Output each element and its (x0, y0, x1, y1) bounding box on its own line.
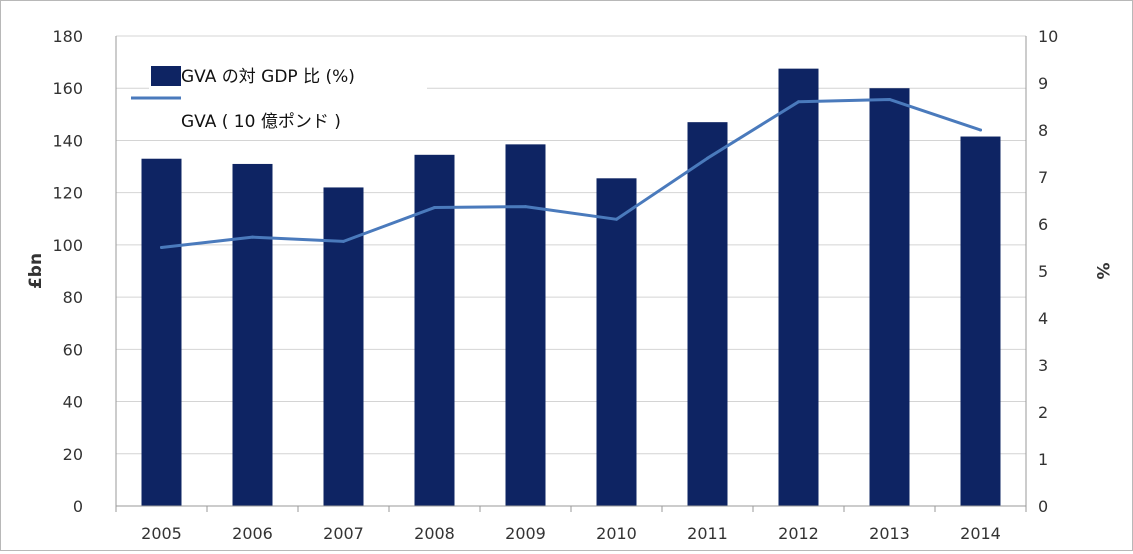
y-tick-label-right: 8 (1038, 121, 1048, 140)
x-tick-label: 2011 (687, 524, 728, 543)
y-tick-label-left: 120 (52, 184, 83, 203)
legend: GVA の対 GDP 比 (%) GVA ( 10 億ポンド ) (131, 54, 427, 136)
y-tick-label-right: 9 (1038, 74, 1048, 93)
y-tick-label-right: 2 (1038, 403, 1048, 422)
y-tick-label-right: 3 (1038, 356, 1048, 375)
x-tick-label: 2007 (323, 524, 364, 543)
line-path (160, 97, 982, 249)
x-tick-label: 2006 (232, 524, 273, 543)
line-series (160, 97, 982, 249)
y-tick-label-left: 100 (52, 236, 83, 255)
legend-swatch-bar (151, 66, 181, 86)
line-point (524, 205, 527, 209)
y-axis-title-right: % (1092, 262, 1112, 279)
line-point (706, 156, 709, 160)
bar (596, 178, 637, 507)
y-tick-label-left: 0 (73, 497, 83, 516)
bar (505, 144, 546, 506)
y-tick-label-left: 20 (63, 445, 83, 464)
bar-series (141, 68, 1001, 507)
y-tick-label-left: 60 (63, 340, 83, 359)
bar (687, 122, 728, 507)
x-tick-label: 2008 (414, 524, 455, 543)
y-tick-label-right: 0 (1038, 497, 1048, 516)
y-tick-label-right: 6 (1038, 215, 1048, 234)
line-point (251, 235, 254, 239)
bar (869, 88, 910, 506)
x-tick-label: 2013 (869, 524, 910, 543)
y-tick-label-right: 1 (1038, 450, 1048, 469)
legend-label-line: GVA ( 10 億ポンド ) (181, 112, 341, 132)
bar (960, 136, 1001, 506)
line-point (797, 100, 800, 104)
y-tick-label-right: 4 (1038, 309, 1048, 328)
y-tick-label-right: 5 (1038, 262, 1048, 281)
x-tick-label: 2010 (596, 524, 637, 543)
line-point (342, 239, 345, 243)
line-point (433, 206, 436, 210)
bar (232, 163, 273, 506)
line-point (615, 217, 618, 221)
line-point (979, 128, 982, 132)
bar (141, 158, 182, 506)
y-tick-label-right: 7 (1038, 168, 1048, 187)
legend-label-bar: GVA の対 GDP 比 (%) (181, 67, 355, 87)
y-tick-label-left: 80 (63, 288, 83, 307)
axes: 0 20 40 60 80 100 120 140 160 180 0 1 2 3 4 5 6 7 8 9 10 2005… (52, 27, 1058, 543)
line-point (160, 246, 163, 249)
y-tick-label-left: 140 (52, 131, 83, 150)
bar (778, 68, 819, 506)
x-tick-label: 2009 (505, 524, 546, 543)
x-tick-label: 2012 (778, 524, 819, 543)
y-axis-title-left: £bn (26, 253, 46, 289)
line-point (888, 97, 891, 101)
x-tick-label: 2014 (960, 524, 1001, 543)
y-tick-label-left: 180 (52, 27, 83, 46)
legend-background (149, 54, 427, 136)
y-tick-label-left: 160 (52, 79, 83, 98)
x-tick-label: 2005 (141, 524, 182, 543)
y-tick-label-right: 10 (1038, 27, 1058, 46)
y-tick-label-left: 40 (63, 393, 83, 412)
